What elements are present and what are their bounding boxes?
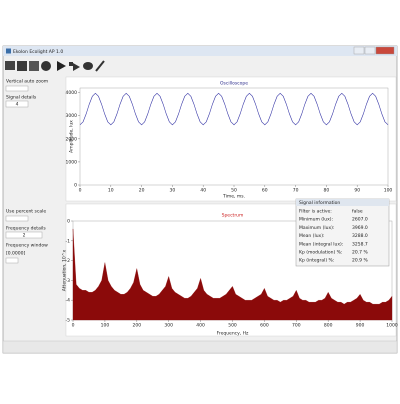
use-percent-scale-field[interactable] [5, 215, 29, 222]
toolbar [5, 60, 105, 72]
maximize-button[interactable] [364, 46, 376, 55]
title-bar [3, 46, 397, 56]
info-label: Mean (integral lux): [299, 241, 343, 247]
open-icon[interactable] [5, 61, 15, 70]
info-label: Kp (integral) %: [299, 258, 334, 264]
x-tick-label: 60 [262, 188, 268, 194]
x-tick-label: 100 [101, 323, 110, 329]
spectrum-area [72, 228, 393, 321]
frequency-window-value: [0.0000] [6, 251, 26, 257]
minimize-button[interactable] [353, 46, 365, 55]
x-tick-label: 0 [79, 188, 82, 194]
info-label: Kp (modulation) %: [299, 250, 342, 256]
pen-icon[interactable] [95, 60, 105, 72]
y-tick-label: 2000 [66, 136, 78, 142]
y-tick-label: 3000 [66, 113, 78, 119]
vertical-auto-zoom-field[interactable] [5, 85, 29, 92]
use-percent-scale-label: Use percent scale [6, 209, 46, 215]
frequency-details-spinner[interactable] [5, 231, 43, 239]
info-label: Maximum (lux): [299, 225, 334, 231]
x-tick-label: 100 [384, 188, 393, 194]
x-tick-label: 800 [324, 323, 333, 329]
frequency-details-value: 2 [23, 233, 26, 239]
app-icon [6, 48, 11, 54]
x-tick-label: 50 [231, 188, 237, 194]
signal-info-panel: Signal information Filter is active: fals… [295, 198, 390, 267]
chart-title: Spectrum [222, 213, 244, 219]
close-button[interactable] [375, 46, 395, 55]
x-tick-label: 30 [170, 188, 176, 194]
signal-line [79, 92, 389, 126]
info-value: 3969.0 [352, 225, 368, 231]
y-tick-label: 0 [74, 183, 77, 189]
signal-details-spinner[interactable] [5, 100, 29, 108]
frequency-window-label: Frequency window [6, 243, 48, 249]
info-value: 2607.0 [352, 217, 368, 223]
frequency-details-label: Frequency details [6, 226, 46, 232]
signal-info-title: Signal information [299, 200, 340, 206]
signal-info-header [296, 199, 389, 206]
x-tick-label: 90 [354, 188, 360, 194]
y-tick-label: 4000 [66, 90, 78, 96]
y-axis-label: Amplitude, lux [69, 120, 75, 153]
x-tick-label: 40 [200, 188, 206, 194]
x-tick-label: 900 [356, 323, 365, 329]
x-axis-label: Time, ms. [222, 194, 245, 200]
x-tick-label: 70 [293, 188, 299, 194]
x-axis-label: Frequency, Hz [217, 331, 249, 337]
y-tick-label: -1 [66, 238, 71, 244]
signal-info-box [295, 198, 390, 267]
window-buttons [353, 46, 395, 55]
info-value: 20.9 % [352, 258, 368, 264]
play-icon[interactable] [57, 61, 66, 71]
x-tick-label: 0 [72, 323, 75, 329]
info-value: 3288.0 [352, 233, 368, 239]
plot-area [79, 87, 389, 186]
save-icon[interactable] [17, 61, 27, 71]
x-tick-label: 1000 [386, 323, 398, 329]
y-tick-label: 0 [67, 219, 70, 225]
y-tick-label: -2 [66, 258, 71, 264]
step-icon[interactable] [73, 63, 80, 71]
settings-icon[interactable] [41, 61, 51, 71]
info-label: Minimum (lux): [299, 217, 333, 223]
chart-title: Oscilloscope [220, 81, 248, 87]
y-tick-label: 1000 [66, 159, 78, 165]
x-tick-label: 20 [139, 188, 145, 194]
info-label: Mean (lux): [299, 233, 324, 239]
signal-details-value: 4 [16, 102, 19, 108]
capture-icon[interactable] [69, 62, 73, 66]
x-tick-label: 80 [324, 188, 330, 194]
x-tick-label: 400 [196, 323, 205, 329]
info-value: false [352, 209, 363, 215]
y-tick-label: -5 [66, 318, 71, 324]
x-tick-label: 500 [228, 323, 237, 329]
x-tick-label: 700 [292, 323, 301, 329]
comment-icon[interactable] [83, 62, 93, 70]
frequency-window-field[interactable] [5, 257, 19, 264]
status-bar [2, 340, 398, 354]
y-tick-label: -3 [66, 278, 71, 284]
info-label: Filter is active: [299, 209, 332, 215]
x-tick-label: 300 [164, 323, 173, 329]
x-tick-label: 10 [108, 188, 114, 194]
info-value: 20.7 % [352, 250, 368, 256]
window-title: Ekolon Ecolight AP 1.0 [13, 49, 63, 55]
left-panel: Vertical auto zoom Signal details 4 Use … [5, 79, 48, 264]
x-tick-label: 600 [260, 323, 269, 329]
info-value: 3258.7 [352, 241, 368, 247]
y-tick-label: -4 [66, 298, 71, 304]
signal-details-label: Signal details [6, 95, 37, 101]
y-axis-label: Attenuation, 10^x [62, 249, 68, 291]
x-tick-label: 200 [133, 323, 142, 329]
save-as-icon[interactable] [29, 61, 39, 71]
vertical-auto-zoom-label: Vertical auto zoom [6, 79, 48, 85]
